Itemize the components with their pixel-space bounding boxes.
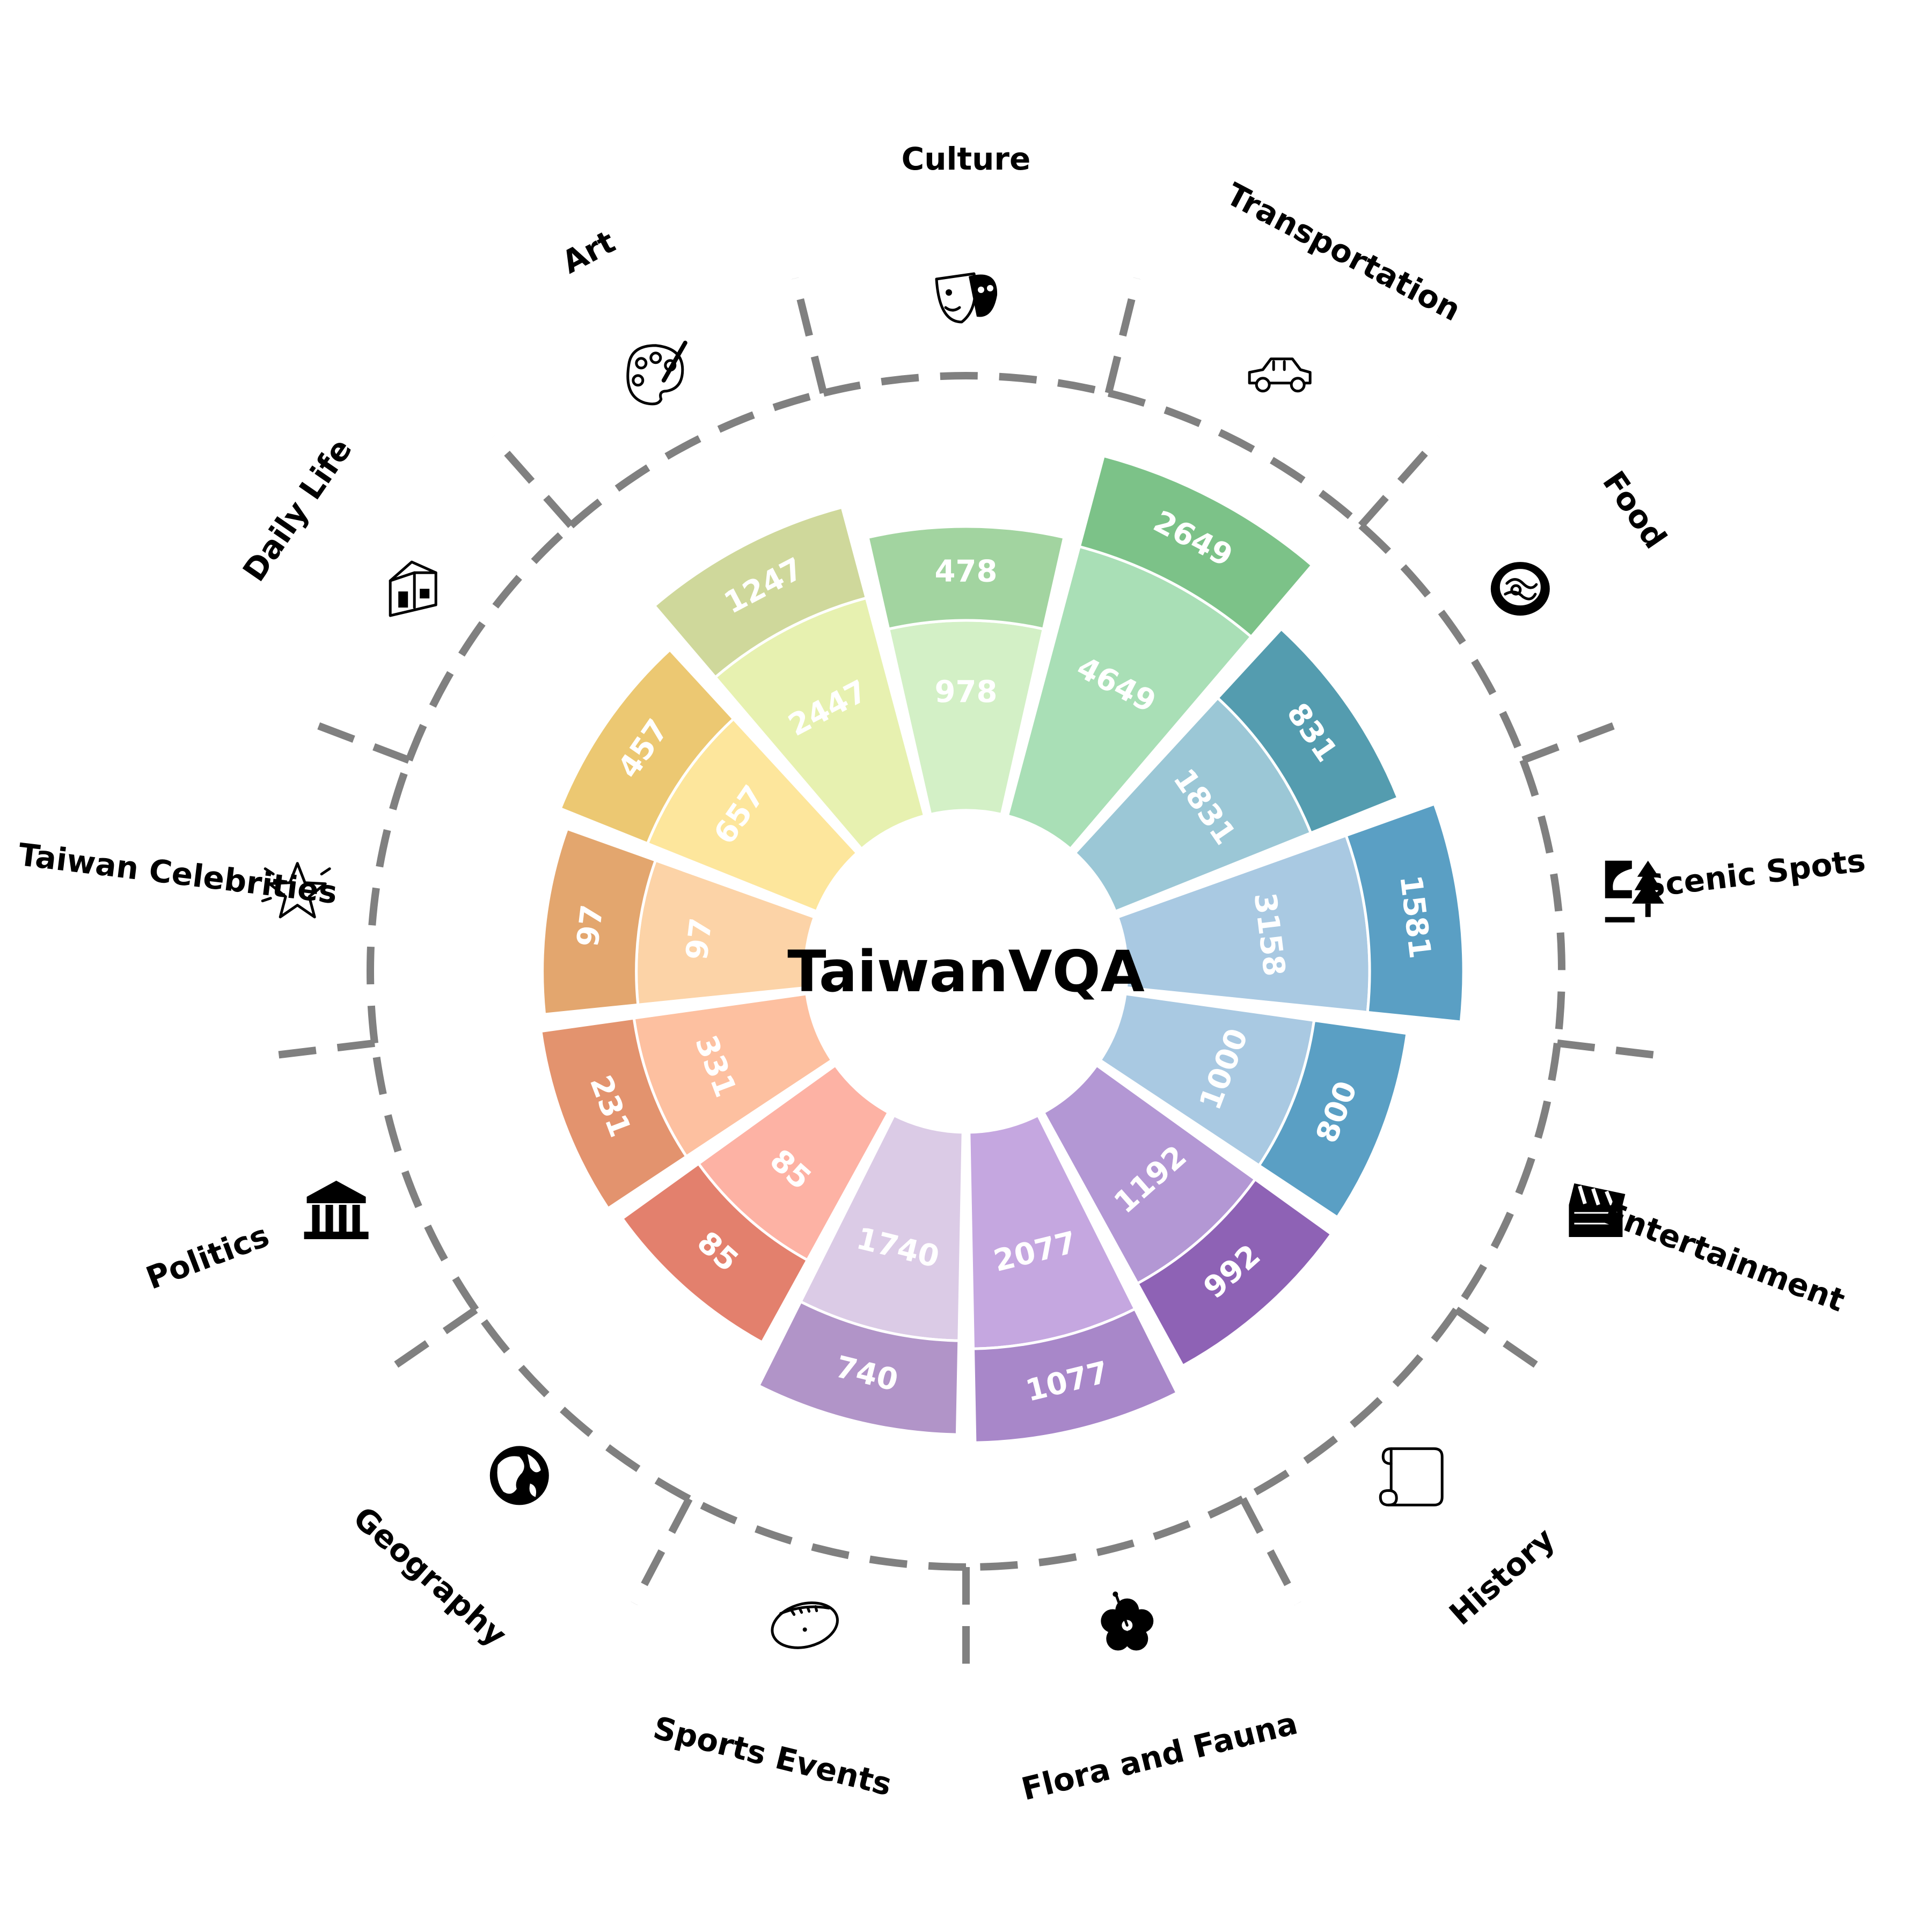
- frame-divider: [1521, 714, 1635, 764]
- frame-arc-geography: [472, 1307, 691, 1503]
- frame-divider: [1104, 277, 1141, 394]
- frame-arc-taiwan-celebrities: [366, 758, 413, 1044]
- globe-icon: [489, 1446, 549, 1505]
- frame-divider: [257, 1039, 375, 1062]
- frame-arc-food: [1358, 522, 1527, 762]
- hibiscus-flower-icon: [1101, 1591, 1154, 1651]
- football-icon: [771, 1601, 839, 1649]
- category-label-flora-and-fauna: Flora and Fauna: [1018, 1705, 1301, 1808]
- icons-layer: [261, 272, 1664, 1651]
- bar-outer-entertainment: [1257, 1019, 1409, 1219]
- scenic-mountain-tree-icon: [1605, 860, 1664, 923]
- frame-divider: [376, 1306, 478, 1380]
- frame-divider: [631, 1497, 693, 1605]
- frame-arc-daily-life: [405, 522, 574, 762]
- frame-arc-art: [568, 389, 825, 529]
- frame-arc-flora-and-fauna: [965, 1495, 1245, 1571]
- bar-outer-scenic-spots: [1344, 802, 1465, 1023]
- category-label-entertainment: Entertainment: [1599, 1195, 1850, 1319]
- value-label-inner-culture: 978: [935, 675, 998, 709]
- frame-arc-culture: [822, 372, 1110, 397]
- house-icon: [389, 560, 437, 617]
- theater-masks-icon: [935, 272, 998, 324]
- frame-arc-scenic-spots: [1519, 758, 1566, 1044]
- category-label-politics: Politics: [141, 1217, 274, 1297]
- scroll-icon: [1379, 1447, 1444, 1506]
- category-label-scenic-spots: Scenic Spots: [1641, 842, 1868, 905]
- bar-outer-history: [1136, 1177, 1334, 1368]
- category-label-taiwan-celebrities: Taiwan Celebrities: [16, 836, 339, 911]
- bar-outer-food: [1216, 627, 1400, 835]
- frame-arc-history: [1241, 1307, 1460, 1503]
- value-label-outer-taiwan-celebrities: 97: [570, 903, 610, 948]
- frame-divider: [1454, 1306, 1556, 1380]
- category-label-geography: Geography: [346, 1499, 514, 1653]
- bar-outer-daily-life: [558, 648, 736, 846]
- government-building-icon: [304, 1181, 369, 1239]
- category-label-food: Food: [1596, 464, 1674, 555]
- bar-outer-geography: [620, 1161, 809, 1344]
- center-hole: [805, 810, 1127, 1132]
- frame-arc-entertainment: [1453, 1042, 1561, 1312]
- frame-arc-politics: [371, 1042, 479, 1312]
- bar-outer-art: [652, 506, 868, 679]
- bar-outer-politics: [539, 1016, 689, 1211]
- clapperboard-icon: [1569, 1183, 1626, 1237]
- segments-layer: [539, 454, 1465, 1444]
- star-icon: [261, 862, 331, 919]
- frame-arc-sports-events: [687, 1495, 967, 1571]
- chart-title: TaiwanVQA: [787, 939, 1145, 1005]
- bar-outer-taiwan-celebrities: [541, 827, 657, 1016]
- bar-outer-transportation: [1078, 454, 1314, 639]
- dashed-frame: [257, 277, 1675, 1685]
- value-label-inner-taiwan-celebrities: 97: [679, 916, 719, 962]
- food-bowl-icon: [1490, 562, 1550, 616]
- category-label-history: History: [1442, 1520, 1562, 1632]
- frame-divider: [297, 714, 411, 764]
- frame-divider: [489, 434, 574, 528]
- frame-divider: [1358, 434, 1443, 528]
- bar-outer-flora-and-fauna: [971, 1307, 1179, 1444]
- category-label-art: Art: [556, 223, 621, 281]
- bar-outer-sports-events: [757, 1300, 961, 1436]
- category-label-daily-life: Daily Life: [236, 432, 359, 588]
- category-label-culture: Culture: [902, 141, 1031, 177]
- palette-icon: [626, 340, 687, 406]
- value-label-outer-culture: 478: [935, 554, 998, 589]
- car-icon: [1248, 357, 1312, 393]
- category-label-sports-events: Sports Events: [650, 1709, 896, 1803]
- frame-divider: [791, 277, 828, 394]
- bar-outer-culture: [866, 525, 1066, 631]
- category-label-transportation: Transportation: [1220, 175, 1467, 328]
- frame-divider: [1557, 1039, 1675, 1062]
- frame-divider: [1239, 1497, 1301, 1605]
- frame-arc-transportation: [1107, 389, 1364, 529]
